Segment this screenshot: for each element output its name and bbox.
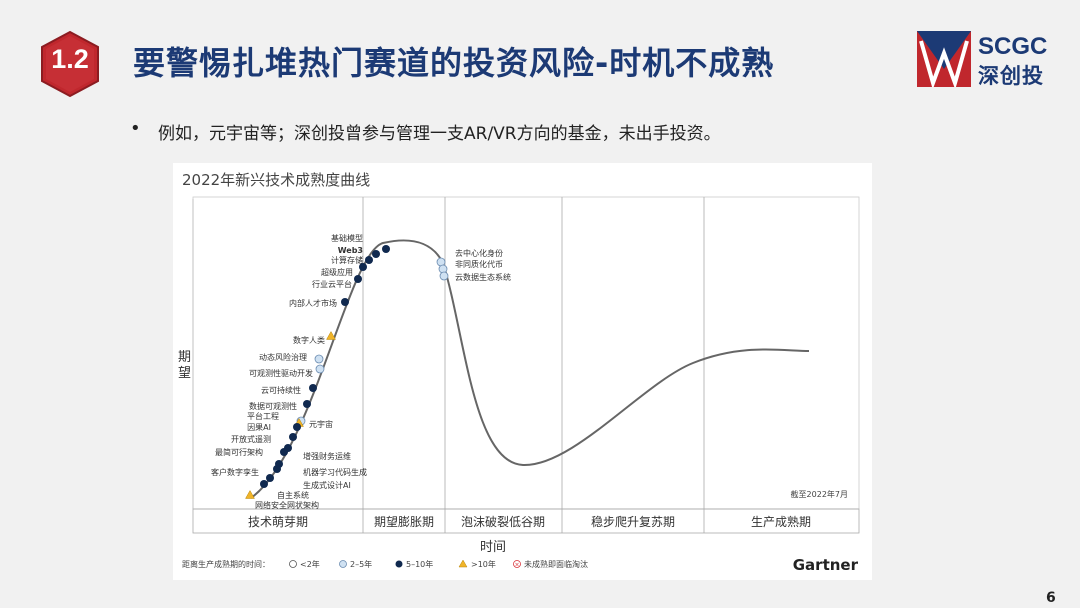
tech-marker-dark-circle — [260, 480, 268, 488]
tech-label: 因果AI — [247, 423, 271, 432]
tech-label: 动态风险治理 — [259, 352, 307, 362]
tech-label: 机器学习代码生成 — [303, 467, 367, 477]
phase-label-2: 期望膨胀期 — [374, 515, 434, 529]
tech-marker-triangle — [326, 330, 336, 340]
page-title: 要警惕扎堆热门赛道的投资风险-时机不成熟 — [133, 44, 775, 82]
tech-label: 生成式设计AI — [303, 480, 351, 490]
tech-label: 自主系统 — [277, 490, 309, 500]
y-axis-label-2: 望 — [178, 365, 191, 381]
tech-label: 云可持续性 — [261, 385, 301, 395]
tech-marker-dark-circle — [280, 448, 288, 456]
logo-text-en: SCGC — [978, 33, 1048, 60]
gartner-source: Gartner — [793, 556, 859, 574]
tech-marker-dark-circle — [372, 250, 380, 258]
bullet-text: 例如，元宇宙等；深创投曾参与管理一支AR/VR方向的基金，未出手投资。 — [158, 124, 721, 144]
technology-markers: 基础模型 Web3计算存储超级应用行业云平台内部人才市场数字人类动态风险治理可观测… — [211, 233, 511, 510]
phase-label-5: 生产成熟期 — [751, 514, 811, 529]
tech-label: 可观测性驱动开发 — [249, 368, 313, 378]
legend-label-5: 未成熟即面临淘汰 — [524, 559, 588, 569]
legend-title: 距离生产成熟期的时间： — [182, 559, 270, 569]
tech-marker-dark-circle — [289, 433, 297, 441]
x-axis-label: 时间 — [480, 540, 506, 555]
section-number: 1.2 — [51, 44, 89, 74]
bullet-marker: • — [130, 118, 141, 139]
tech-marker-dark-circle — [365, 256, 373, 264]
hype-cycle-svg: 2022年新兴技术成熟度曲线 期 望 期望 时间 技术萌芽期 期望膨胀期 泡沫破… — [178, 171, 860, 574]
tech-label: 数据可观测性 — [249, 401, 297, 411]
tech-marker-dark-circle — [359, 263, 367, 271]
tech-label: 内部人才市场 — [289, 298, 337, 308]
hype-cycle-chart: 2022年新兴技术成熟度曲线 期 望 期望 时间 技术萌芽期 期望膨胀期 泡沫破… — [173, 163, 872, 580]
legend-triangle-icon — [458, 559, 468, 568]
tech-label: 网络安全网状架构 — [255, 500, 319, 510]
tech-label: 客户数字孪生 — [211, 467, 259, 477]
tech-marker-light-circle — [314, 354, 324, 364]
y-axis-label-1: 期 — [178, 350, 191, 365]
tech-marker-dark-circle — [382, 245, 390, 253]
scgc-logo-icon — [917, 31, 971, 87]
tech-marker-dark-circle — [354, 275, 362, 283]
legend-dark-circle-icon — [395, 560, 403, 568]
legend-label-1: <2年 — [300, 559, 320, 569]
tech-label: 平台工程 — [247, 411, 279, 421]
tech-marker-dark-circle — [273, 465, 281, 473]
legend-white-circle-icon — [289, 560, 297, 568]
tech-label: 基础模型 — [331, 233, 363, 243]
tech-marker-dark-circle — [309, 384, 317, 392]
tech-label: 计算存储 — [331, 255, 363, 265]
tech-label: 超级应用 — [321, 267, 353, 277]
as-of-note: 截至2022年7月 — [791, 489, 848, 499]
tech-marker-dark-circle — [266, 474, 274, 482]
legend-label-4: >10年 — [471, 559, 496, 569]
phase-label-4: 稳步爬升复苏期 — [591, 514, 675, 529]
legend-x-circle-icon — [513, 560, 521, 568]
legend-light-circle-icon — [339, 560, 347, 568]
tech-marker-dark-circle — [293, 423, 301, 431]
tech-label: 元宇宙 — [309, 419, 333, 429]
page-number: 6 — [1046, 590, 1056, 606]
tech-marker-light-circle — [315, 364, 325, 374]
section-badge-icon — [41, 30, 99, 98]
logo-text-cn: 深创投 — [978, 64, 1044, 88]
tech-marker-triangle — [245, 489, 255, 499]
tech-label: 非同质化代币 — [455, 259, 503, 269]
legend-label-2: 2–5年 — [350, 559, 372, 569]
phase-band — [192, 508, 860, 534]
phase-label-1: 技术萌芽期 — [248, 515, 308, 529]
legend: 距离生产成熟期的时间： <2年 2–5年 5–10年 >10年 × 未成熟即面临… — [182, 559, 588, 569]
tech-label: 云数据生态系统 — [455, 272, 511, 282]
legend-x-mark: × — [515, 562, 520, 569]
tech-label: 数字人类 — [293, 335, 325, 345]
tech-label: 去中心化身份 — [455, 248, 503, 258]
tech-marker-dark-circle — [303, 400, 311, 408]
chart-title: 2022年新兴技术成熟度曲线 — [182, 171, 370, 189]
tech-marker-light-circle — [439, 271, 449, 281]
tech-marker-dark-circle — [341, 298, 349, 306]
tech-label: 行业云平台 — [312, 279, 352, 289]
tech-label: 开放式遥测 — [231, 434, 271, 444]
tech-label: 最简可行架构 — [215, 447, 263, 457]
tech-label: 增强财务运维 — [303, 451, 351, 461]
legend-label-3: 5–10年 — [406, 559, 433, 569]
phase-label-3: 泡沫破裂低谷期 — [461, 514, 545, 529]
tech-label: Web3 — [338, 246, 363, 255]
